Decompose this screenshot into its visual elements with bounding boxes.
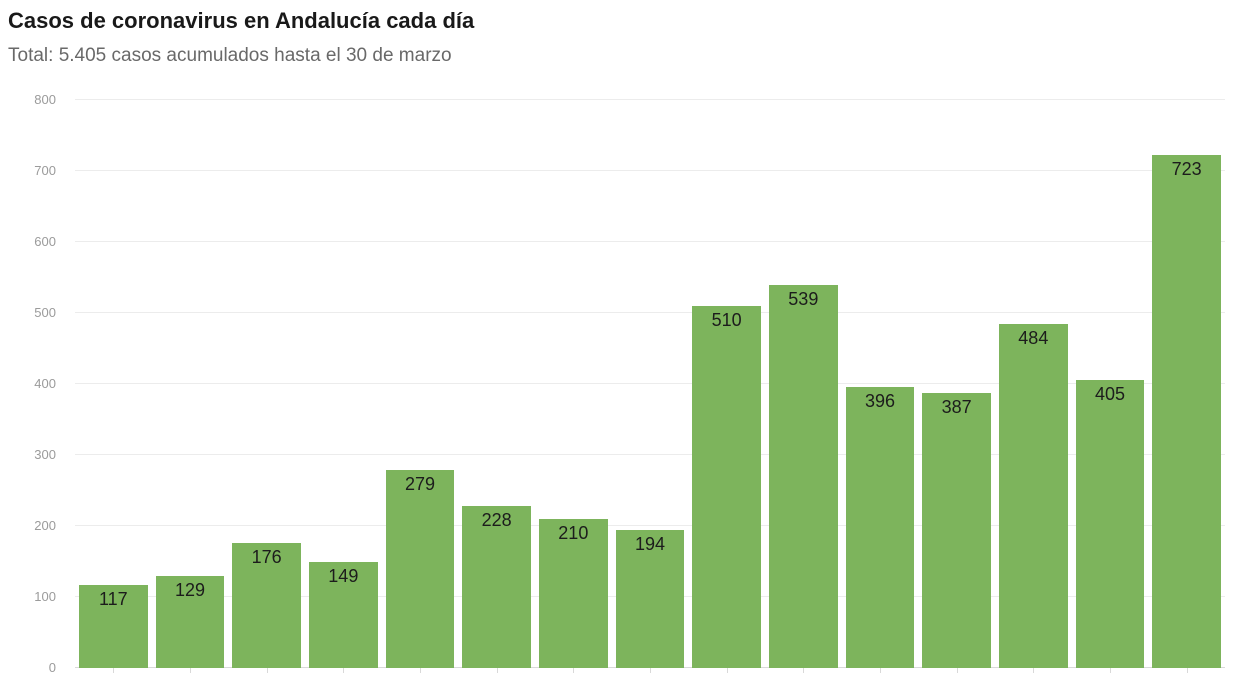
gridline (75, 454, 1225, 455)
bar: 387 (922, 393, 991, 668)
bar: 176 (232, 543, 301, 668)
x-axis-tick (803, 668, 805, 673)
x-axis-tick (420, 668, 421, 673)
bar: 405 (1075, 380, 1145, 668)
bar-value-label: 405 (1094, 384, 1125, 405)
bar: 539 (769, 285, 838, 668)
y-axis: 0 100 200 300 400 500 600 700 800 (0, 92, 66, 675)
gridline (75, 383, 1225, 384)
bar: 723 (1152, 154, 1221, 668)
bar-value-label: 723 (1171, 158, 1202, 179)
bar: 117 (79, 584, 148, 668)
x-axis-tick (113, 668, 115, 673)
gridline (75, 312, 1225, 313)
x-axis-tick (1110, 668, 1111, 673)
y-axis-tick-label: 700 (34, 163, 56, 178)
bar-value-label: 194 (634, 534, 665, 555)
bar-value-label: 210 (558, 522, 589, 543)
bar: 510 (692, 305, 761, 668)
x-axis-tick (343, 668, 345, 673)
bar-value-label: 176 (251, 547, 282, 568)
bar: 396 (845, 386, 915, 668)
y-axis-tick-label: 100 (34, 589, 56, 604)
bar: 194 (615, 530, 685, 668)
gridline (75, 170, 1225, 171)
x-axis-tick (1033, 668, 1035, 673)
gridline (75, 241, 1225, 242)
bar-value-label: 387 (941, 397, 972, 418)
y-axis-tick-label: 800 (34, 92, 56, 107)
bar-value-label: 279 (404, 473, 435, 494)
plot-area: 117 129 176 149 279 228 210 194 510 539 396 387 484 4… (75, 99, 1225, 673)
x-axis-tick (496, 668, 498, 673)
bar-value-label: 396 (864, 390, 895, 411)
chart-subtitle: Total: 5.405 casos acumulados hasta el 3… (8, 45, 452, 66)
bar-value-label: 484 (1018, 328, 1049, 349)
bar: 149 (309, 562, 378, 668)
gridline (75, 525, 1225, 526)
x-axis-tick (266, 668, 268, 673)
x-axis-tick (650, 668, 651, 673)
x-axis-tick (1186, 668, 1188, 673)
x-axis-tick (726, 668, 728, 673)
x-axis-tick (573, 668, 575, 673)
gridline (75, 99, 1225, 100)
y-axis-tick-label: 400 (34, 376, 56, 391)
y-axis-tick-label: 300 (34, 447, 56, 462)
bar: 228 (462, 506, 531, 668)
bar: 484 (999, 324, 1068, 668)
bar: 279 (385, 469, 455, 668)
y-axis-tick-label: 600 (34, 234, 56, 249)
chart-title: Casos de coronavirus en Andalucía cada d… (8, 8, 475, 33)
bar-value-label: 129 (174, 580, 205, 601)
x-axis-tick (880, 668, 881, 673)
x-axis-tick (956, 668, 958, 673)
bar-value-label: 539 (788, 289, 819, 310)
bar-value-label: 228 (481, 510, 512, 531)
y-axis-tick-label: 500 (34, 305, 56, 320)
x-axis-tick (190, 668, 191, 673)
bar-value-label: 510 (711, 309, 742, 330)
bar: 210 (539, 518, 608, 668)
bar-value-label: 149 (328, 566, 359, 587)
bar: 129 (155, 576, 225, 668)
bar-value-label: 117 (98, 588, 128, 609)
y-axis-tick-label: 0 (48, 660, 56, 675)
y-axis-tick-label: 200 (34, 518, 56, 533)
